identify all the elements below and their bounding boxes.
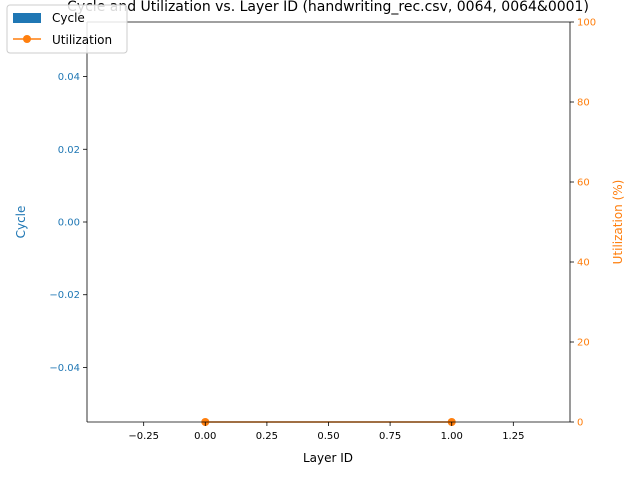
y2-tick-label: 0 — [577, 418, 583, 429]
x-tick-label: 0.75 — [379, 431, 401, 442]
y-tick-label: 0.00 — [58, 218, 80, 229]
legend-swatch-cycle — [13, 13, 41, 23]
y-tick-label: −0.04 — [49, 363, 80, 374]
y-tick-label: −0.02 — [49, 290, 80, 301]
x-tick-label: 0.50 — [317, 431, 339, 442]
y2-tick-label: 20 — [577, 338, 590, 349]
x-tick-label: 1.00 — [441, 431, 463, 442]
x-tick-label: 0.25 — [256, 431, 278, 442]
plot-background — [87, 22, 570, 422]
chart-title: Cycle and Utilization vs. Layer ID (hand… — [67, 0, 589, 15]
y2-axis-label: Utilization (%) — [611, 180, 625, 265]
y-axis-label: Cycle — [14, 206, 28, 239]
plot-area — [87, 22, 570, 422]
x-axis-label: Layer ID — [303, 451, 353, 465]
legend-label-cycle: Cycle — [52, 11, 85, 25]
legend-label-utilization: Utilization — [52, 33, 112, 47]
y2-tick-label: 80 — [577, 98, 590, 109]
legend: Cycle Utilization — [6, 4, 128, 54]
y2-tick-label: 40 — [577, 258, 590, 269]
y-tick-label: 0.04 — [58, 72, 80, 83]
x-tick-label: −0.25 — [128, 431, 159, 442]
y-tick-label: 0.02 — [58, 145, 80, 156]
x-tick-label: 1.25 — [502, 431, 524, 442]
y2-tick-label: 60 — [577, 178, 590, 189]
y2-tick-label: 100 — [577, 18, 596, 29]
x-tick-label: 0.00 — [194, 431, 216, 442]
legend-marker-utilization — [23, 35, 31, 43]
axes-layer: −0.25 0.00 0.25 0.50 0.75 1.00 1.25 −0.04 −0.02 0… — [49, 18, 596, 443]
